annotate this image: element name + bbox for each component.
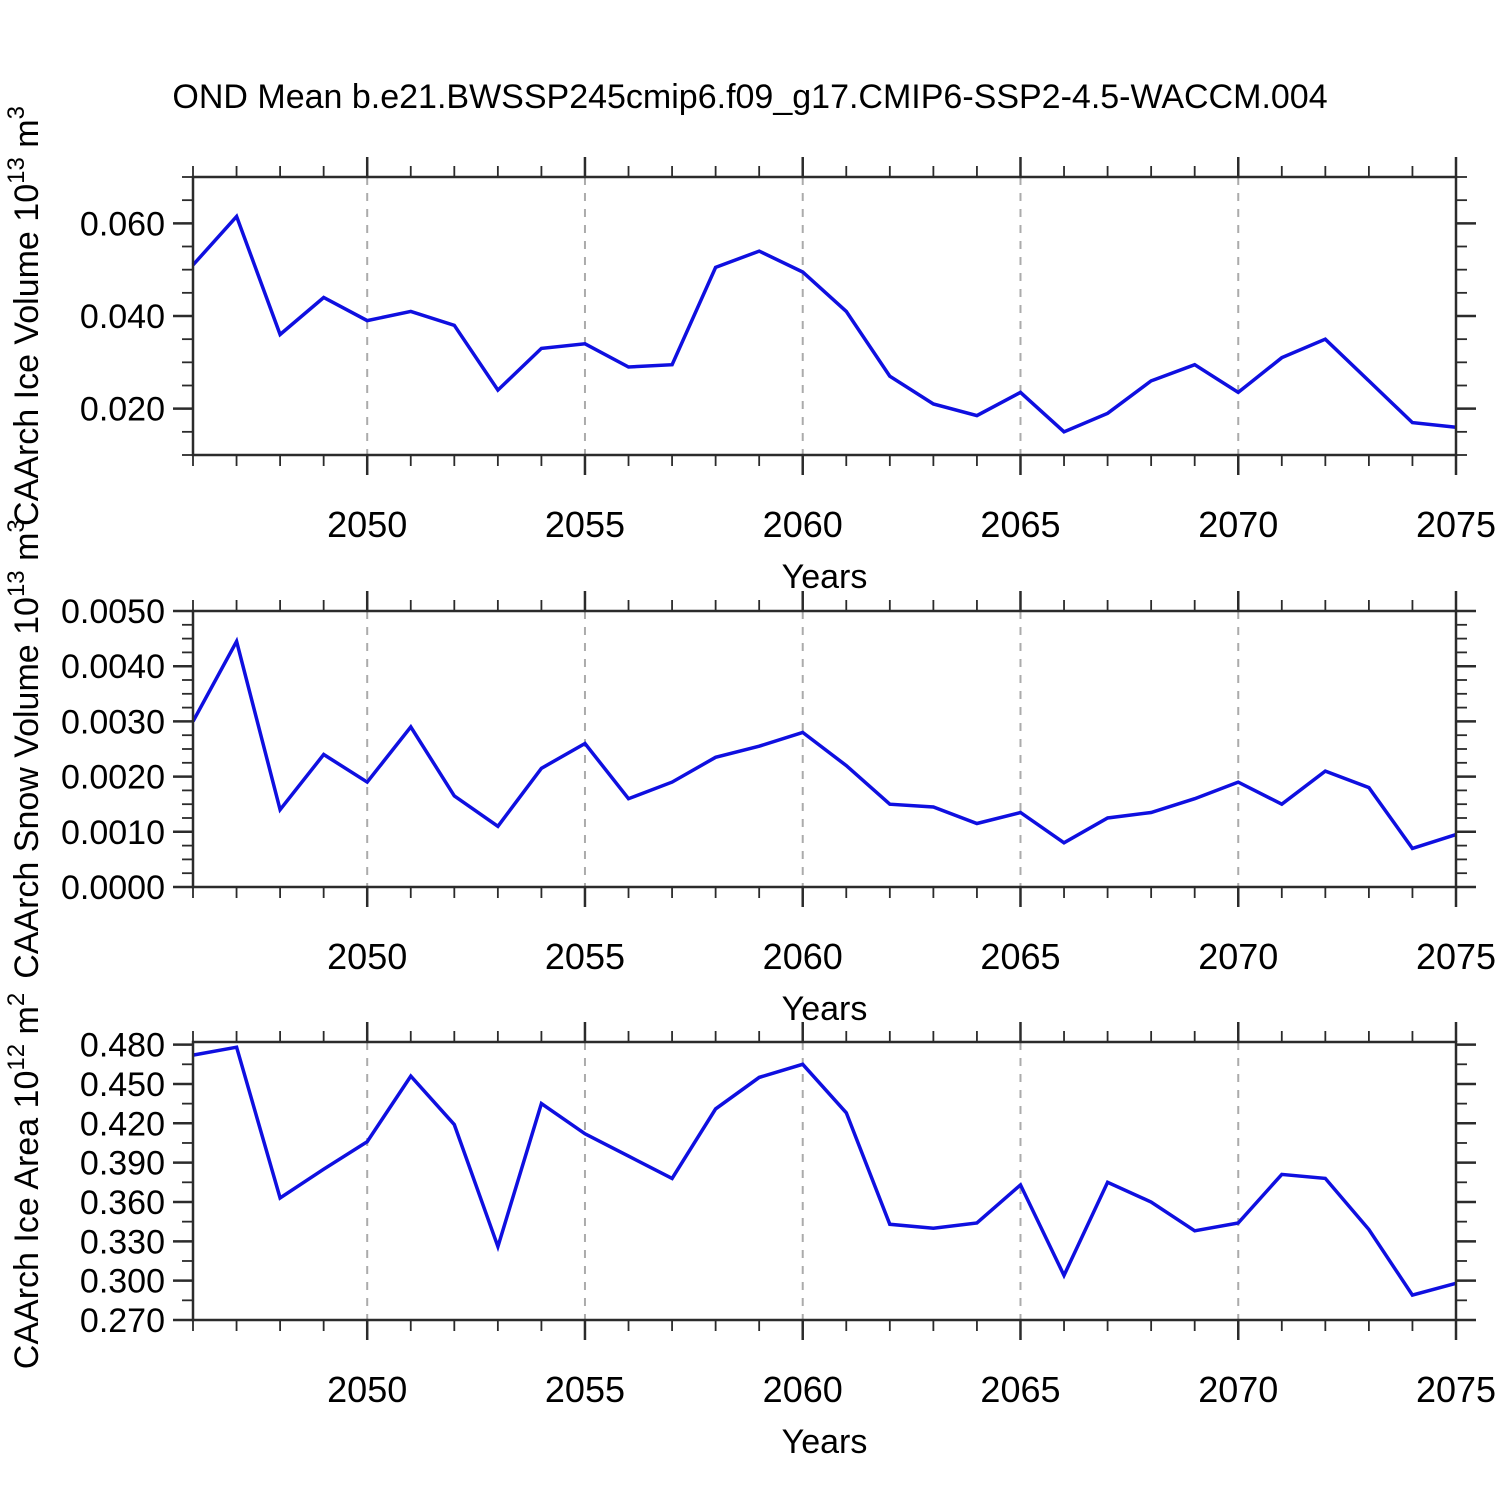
y-tick-label: 0.450 [80,1066,165,1104]
x-tick-label: 2055 [545,1369,625,1410]
x-tick-label: 2065 [980,936,1060,977]
x-tick-label: 2065 [980,504,1060,545]
y-tick-label: 0.300 [80,1263,165,1301]
chart-title: OND Mean b.e21.BWSSP245cmip6.f09_g17.CMI… [172,78,1328,116]
x-tick-label: 2060 [763,936,843,977]
panel-ice-area: 2050 2055 2060 2065 2070 20750.2700.3000.3300… [3,993,1496,1461]
y-tick-label: 0.040 [80,298,165,336]
data-line-ice-volume [191,213,1457,434]
x-tick-label: 2075 [1416,936,1496,977]
y-tick-label: 0.0040 [61,648,165,686]
x-tick-label: 2075 [1416,504,1496,545]
x-tick-label: 2075 [1416,1369,1496,1410]
x-tick-label: 2060 [763,504,843,545]
y-tick-label: 0.020 [80,391,165,429]
panel-snow-volume: 2050 2055 2060 2065 2070 2075 0.0000 0.0010 0.00… [3,519,1496,1028]
data-line-ice-area [192,1045,1457,1298]
x-tick-label: 2065 [980,1369,1060,1410]
y-tick-label: 0.0000 [61,869,165,907]
x-tick-label: 2050 [327,1369,407,1410]
x-axis-title: Years [782,558,868,596]
y-tick-label: 0.330 [80,1223,165,1261]
y-tick-label: 0.480 [80,1027,165,1065]
y-axis-title: CAArch Snow Volume 1013 m3 [3,519,46,979]
y-tick-label: 0.390 [80,1145,165,1183]
y-tick-label: 0.360 [80,1184,165,1222]
x-tick-label: 2070 [1198,936,1278,977]
y-axis-title: CAArch Ice Area 1012 m2 [3,993,46,1369]
x-axis-title: Years [782,990,868,1028]
y-tick-label: 0.420 [80,1105,165,1143]
y-tick-label: 0.270 [80,1302,165,1340]
x-tick-label: 2055 [545,936,625,977]
x-tick-label: 2050 [327,504,407,545]
x-tick-label: 2050 [327,936,407,977]
y-axis-title: CAArch Ice Volume 1013 m3 [3,106,46,526]
x-axis-title: Years [782,1423,868,1461]
y-tick-label: 0.0020 [61,759,165,797]
x-tick-label: 2070 [1198,504,1278,545]
y-tick-label: 0.0030 [61,703,165,741]
x-tick-label: 2070 [1198,1369,1278,1410]
plot-frame [191,1040,1458,1322]
y-tick-label: 0.0010 [61,814,165,852]
data-line-snow-volume [191,636,1457,851]
x-tick-label: 2055 [545,504,625,545]
y-tick-label: 0.060 [80,205,165,243]
y-tick-label: 0.0050 [61,593,165,631]
panel-ice-volume: 2050 2055 2060 2065 2070 2075 0.020 0.040 0.060 Y… [3,106,1496,596]
x-tick-label: 2060 [763,1369,843,1410]
